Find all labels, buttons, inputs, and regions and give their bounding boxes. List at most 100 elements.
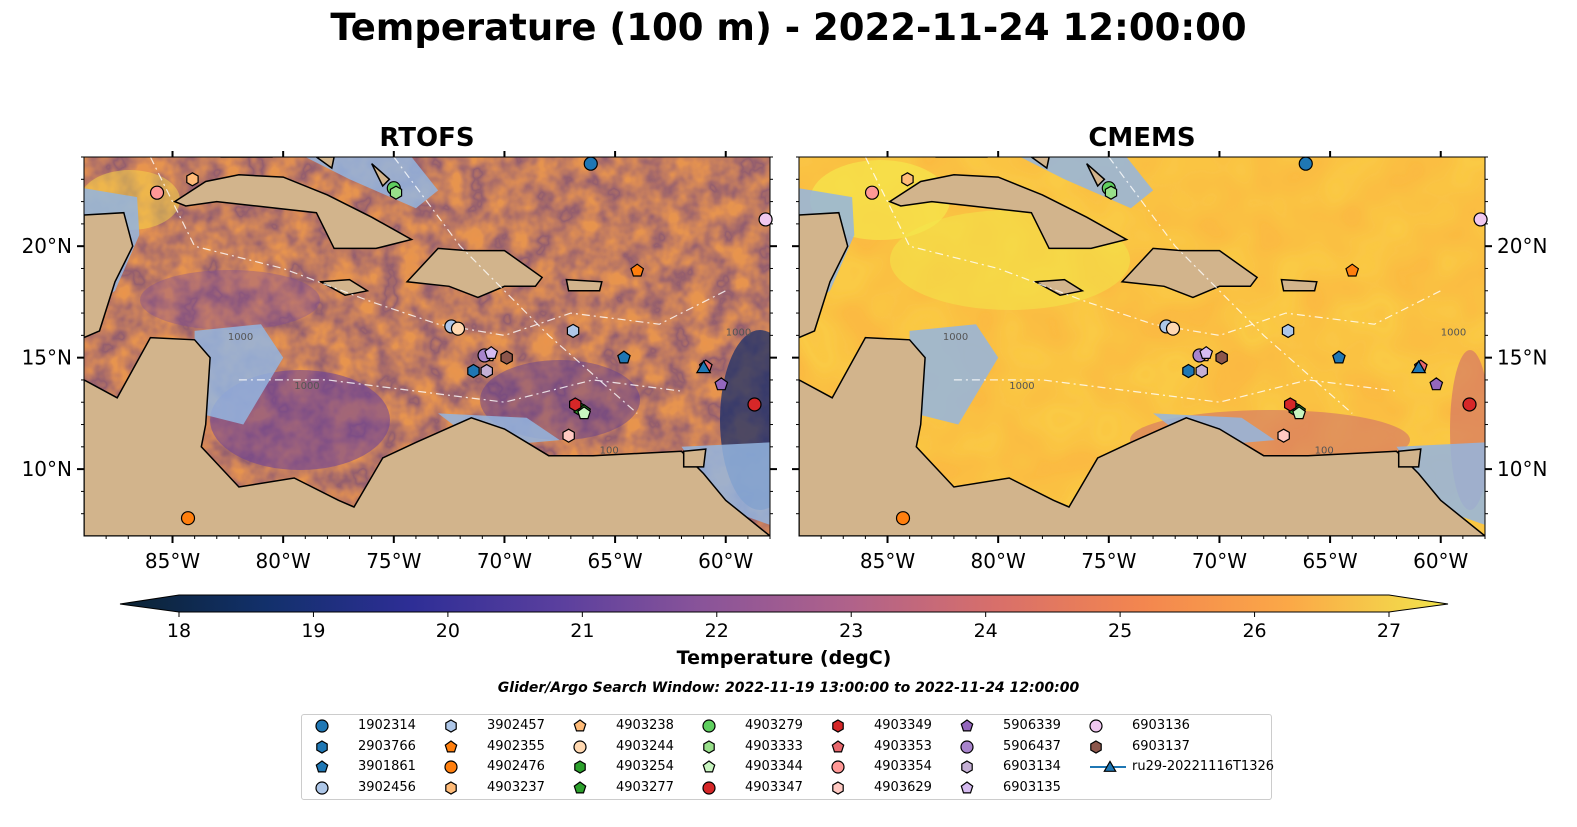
float-marker-4903237 — [901, 172, 914, 187]
float-marker-3901861 — [1332, 350, 1346, 364]
landmass — [84, 211, 134, 339]
float-marker-4903347 — [1462, 397, 1477, 412]
legend-swatch — [445, 780, 457, 795]
legend-marker — [1090, 739, 1102, 754]
float-marker-3902457 — [1281, 323, 1295, 339]
legend-marker — [960, 780, 974, 793]
map-panel-rtofs: 1000 1000 100 1000 RTOFS 85°W 80°W 75°W 70°W 65… — [22, 123, 777, 573]
legend-label: 4903353 — [874, 738, 932, 754]
float-marker-5906339 — [1429, 377, 1444, 391]
colorbar: 18 19 20 21 22 23 24 25 26 27 Temperature (degC) — [119, 594, 1449, 669]
legend-label: 6903135 — [1003, 779, 1061, 795]
legend-label: 4903333 — [745, 738, 803, 754]
legend-swatch — [1090, 760, 1126, 772]
x-tick-label: 80°W — [256, 549, 311, 573]
legend-swatch — [1089, 719, 1103, 733]
legend-marker — [702, 719, 716, 733]
colorbar-tick-label: 20 — [436, 620, 460, 642]
legend-marker — [445, 780, 457, 795]
panel-title: CMEMS — [1088, 123, 1195, 153]
legend-swatch — [703, 739, 715, 754]
legend-swatch — [573, 780, 587, 793]
float-marker-2903766 — [467, 363, 480, 379]
colorbar-tick-label: 25 — [1108, 620, 1132, 642]
legend-swatch — [573, 719, 587, 732]
legend-marker — [315, 760, 329, 773]
legend-marker — [832, 780, 844, 795]
legend-swatch — [832, 780, 844, 795]
colorbar-tick-label: 23 — [839, 620, 863, 642]
contour-label: 1000 — [943, 332, 968, 343]
legend-label: 1902314 — [358, 718, 416, 733]
eez-boundary — [864, 157, 1441, 337]
landmass — [318, 278, 370, 296]
landmass — [1280, 278, 1318, 292]
legend-marker — [1089, 719, 1103, 733]
legend-marker — [444, 760, 458, 774]
legend-marker — [831, 739, 845, 752]
legend-label: 4903629 — [874, 779, 932, 795]
shallow-water — [1020, 157, 1154, 209]
float-marker-4903344 — [1292, 406, 1307, 420]
legend-label: 4902355 — [487, 738, 545, 754]
x-tick-label: 75°W — [1081, 549, 1136, 573]
legend-marker — [444, 739, 458, 752]
panel-frame — [83, 156, 771, 537]
legend-swatch — [960, 739, 974, 754]
legend-marker — [703, 739, 715, 754]
landmass — [682, 448, 707, 468]
float-marker-6903136 — [758, 212, 773, 227]
float-markers — [864, 156, 1488, 526]
legend-label: 3902457 — [487, 718, 545, 733]
colorbar-tick-label: 26 — [1242, 620, 1266, 642]
landmass — [173, 174, 414, 250]
legend-marker — [832, 719, 844, 733]
colorbar-label: Temperature (degC) — [677, 647, 892, 669]
contour-label: 100 — [600, 446, 619, 457]
landmass — [220, 157, 273, 158]
colorbar-tick-label: 21 — [570, 620, 594, 642]
float-marker-4902476 — [180, 511, 196, 526]
legend-swatch — [702, 780, 716, 795]
float-marker-6903137 — [1215, 350, 1228, 365]
legend-label: 4903254 — [616, 759, 674, 774]
x-tick-label: 85°W — [860, 549, 915, 573]
float-marker-6903136 — [1473, 212, 1488, 227]
legend-label: 5906339 — [1003, 718, 1061, 733]
contour-label: 1000 — [726, 327, 751, 338]
legend-label: 4903238 — [616, 718, 674, 733]
legend-swatch — [444, 739, 458, 752]
y-tick-label: 10°N — [1497, 457, 1547, 481]
float-marker-4903629 — [1277, 428, 1290, 443]
landmass — [315, 157, 335, 170]
legend-swatch — [316, 739, 328, 754]
float-markers — [149, 156, 773, 526]
legend-marker — [573, 739, 587, 754]
eez-boundary — [393, 157, 638, 414]
legend-label: 4902476 — [487, 759, 545, 774]
legend-swatch — [315, 719, 329, 733]
landmass — [888, 174, 1129, 250]
eez-boundary — [1108, 157, 1353, 414]
y-tick-label: 15°N — [22, 346, 72, 370]
cool-anomaly — [140, 270, 320, 330]
shallow-water — [305, 157, 439, 209]
eez-boundary — [149, 157, 726, 337]
float-marker-4903349 — [1283, 397, 1297, 412]
colorbar-tick-label: 24 — [974, 620, 998, 642]
legend-label: 4903354 — [874, 759, 932, 774]
search-window-note: Glider/Argo Search Window: 2022-11-19 13… — [497, 680, 1080, 696]
legend-marker — [573, 719, 587, 732]
float-marker-6903134 — [480, 363, 493, 379]
float-marker-4903354 — [864, 185, 880, 200]
legend-swatch — [961, 760, 973, 774]
legend-label: ru29-20221116T1326 — [1132, 759, 1275, 774]
float-marker-4902355 — [1345, 263, 1360, 277]
float-marker-3901861 — [617, 350, 631, 364]
panel-frame — [798, 156, 1486, 537]
colorbar-tick-label: 19 — [301, 620, 325, 642]
legend-swatch — [831, 739, 845, 752]
legend-label: 6903134 — [1003, 759, 1061, 774]
legend-swatch — [702, 719, 716, 733]
colorbar-tick-label: 22 — [705, 620, 729, 642]
